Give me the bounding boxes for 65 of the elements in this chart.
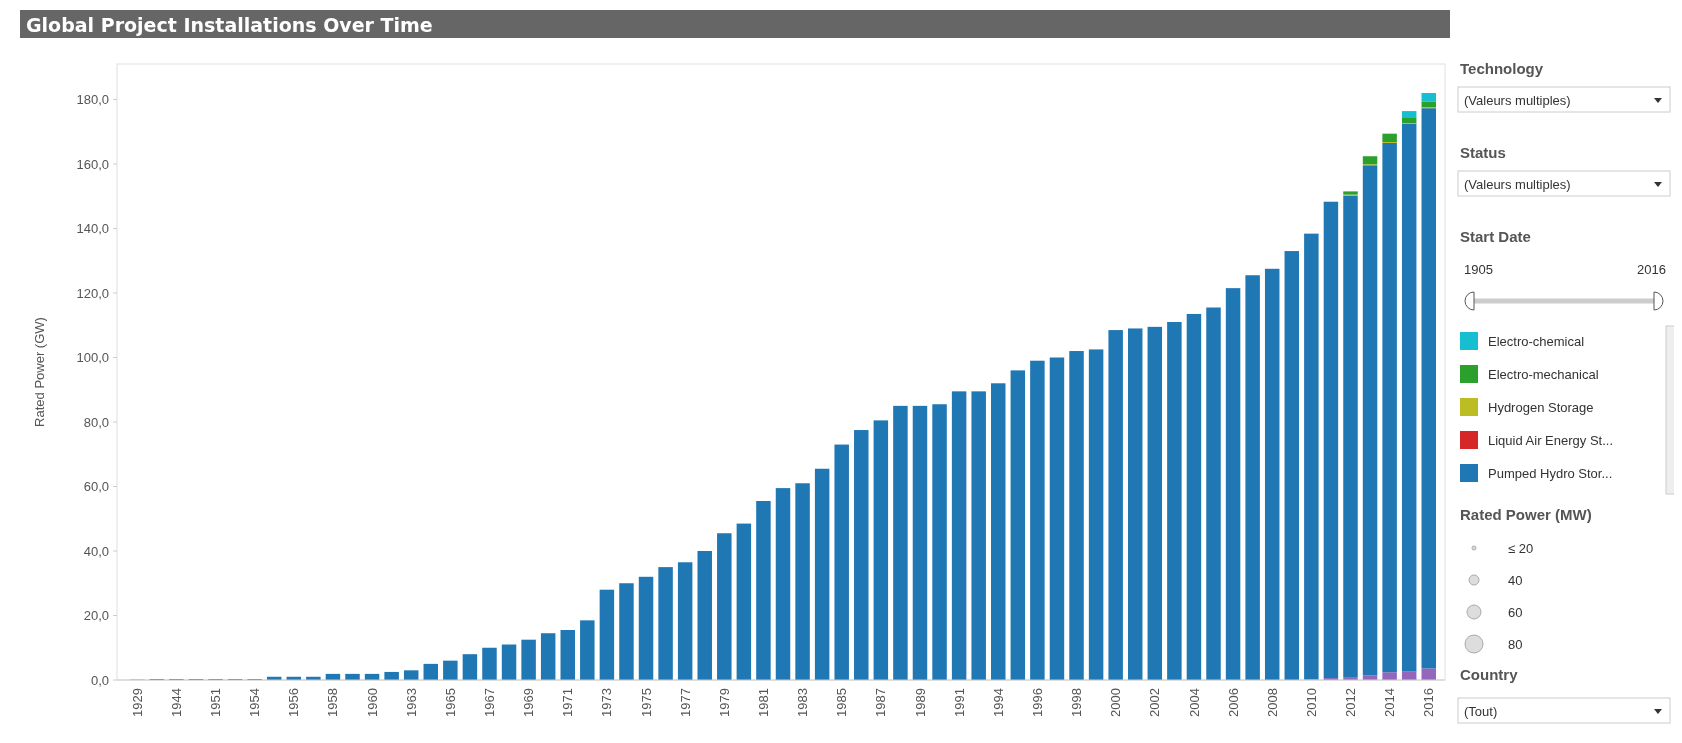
- x-tick-label: 1994: [990, 688, 1006, 717]
- x-tick-label: 1944: [168, 688, 184, 717]
- y-tick-label: 100,0: [76, 350, 109, 366]
- x-tick-label: 2000: [1108, 688, 1124, 717]
- x-tick-label: 1969: [521, 688, 537, 717]
- text: 80: [1508, 636, 1523, 652]
- x-tick-label: 1973: [599, 688, 615, 717]
- text: Status: [1460, 144, 1506, 161]
- x-tick-label: 1954: [247, 688, 263, 717]
- x-tick-label: 1996: [1029, 688, 1045, 717]
- x-tick-label: 2014: [1382, 688, 1398, 717]
- text: (Valeurs multiples): [1464, 176, 1571, 192]
- y-tick-label: 160,0: [76, 156, 109, 172]
- x-tick-label: 1963: [403, 688, 419, 717]
- chart-title: Global Project Installations Over Time: [26, 14, 433, 36]
- text: 40: [1508, 572, 1523, 588]
- x-tick-label: 1956: [286, 688, 302, 717]
- x-tick-label: 1979: [716, 688, 732, 717]
- text: (Tout): [1464, 703, 1498, 719]
- x-tick-label: 2012: [1343, 688, 1359, 717]
- y-tick-label: 60,0: [83, 479, 109, 495]
- x-tick-label: 1987: [873, 688, 889, 717]
- text: 1905: [1464, 262, 1493, 277]
- x-tick-label: 2016: [1421, 688, 1437, 717]
- y-tick-label: 180,0: [76, 92, 109, 108]
- x-tick-label: 1951: [208, 688, 224, 717]
- text: Country: [1460, 666, 1519, 683]
- legend-label: Liquid Air Energy St...: [1488, 432, 1614, 448]
- x-tick-label: 2006: [1225, 688, 1241, 717]
- x-tick-label: 1977: [677, 688, 693, 717]
- text: Rated Power (MW): [1460, 506, 1592, 523]
- y-tick-label: 0,0: [90, 672, 109, 688]
- x-tick-label: 1983: [795, 688, 811, 717]
- y-axis-title: Rated Power (GW): [32, 317, 47, 427]
- x-tick-label: 2008: [1264, 688, 1280, 717]
- x-tick-label: 2002: [1147, 688, 1163, 717]
- y-tick-label: 40,0: [83, 543, 109, 559]
- y-tick-label: 140,0: [76, 221, 109, 237]
- legend-label: Electro-chemical: [1488, 333, 1585, 349]
- x-tick-label: 2004: [1186, 688, 1202, 717]
- text: (Valeurs multiples): [1464, 92, 1571, 108]
- x-tick-label: 1981: [755, 688, 771, 717]
- x-tick-label: 2010: [1303, 688, 1319, 717]
- text: Start Date: [1460, 228, 1531, 245]
- x-tick-label: 1989: [912, 688, 928, 717]
- y-tick-label: 120,0: [76, 285, 109, 301]
- x-tick-label: 1985: [834, 688, 850, 717]
- y-tick-label: 20,0: [83, 608, 109, 624]
- x-tick-label: 1965: [442, 688, 458, 717]
- legend-label: Hydrogen Storage: [1488, 399, 1594, 415]
- x-tick-label: 1967: [482, 688, 498, 717]
- legend-label: Electro-mechanical: [1488, 366, 1599, 382]
- x-tick-label: 1998: [1069, 688, 1085, 717]
- text: ≤ 20: [1508, 540, 1534, 556]
- text: 2016: [1637, 262, 1666, 277]
- x-tick-label: 1971: [560, 688, 576, 717]
- x-tick-label: 1960: [364, 688, 380, 717]
- x-tick-label: 1991: [951, 688, 967, 717]
- legend-label: Pumped Hydro Stor...: [1488, 465, 1613, 481]
- y-tick-label: 80,0: [83, 414, 109, 430]
- x-tick-label: 1975: [638, 688, 654, 717]
- x-tick-label: 1958: [325, 688, 341, 717]
- text: Technology: [1460, 60, 1544, 77]
- x-tick-label: 1929: [129, 688, 145, 717]
- text: 60: [1508, 604, 1523, 620]
